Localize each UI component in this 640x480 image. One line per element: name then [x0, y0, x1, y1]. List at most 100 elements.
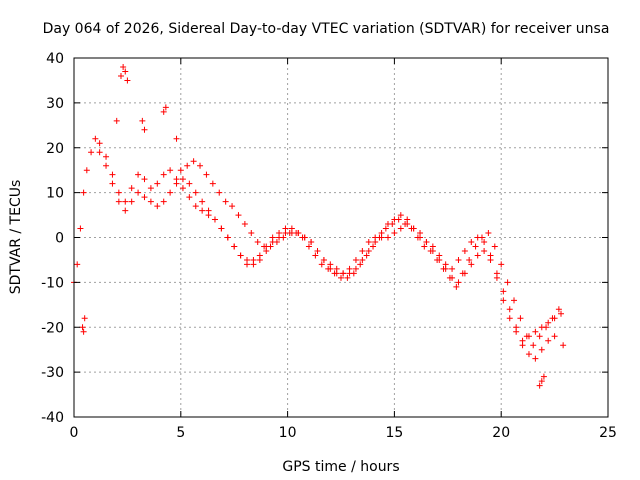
- data-point: [83, 167, 90, 174]
- data-point: [350, 270, 357, 277]
- y-tick-label: -10: [41, 275, 64, 291]
- data-point: [333, 265, 340, 272]
- data-point: [538, 378, 545, 385]
- x-tick-label: 25: [599, 425, 617, 441]
- data-point: [167, 167, 174, 174]
- data-point: [293, 230, 300, 237]
- data-point: [513, 324, 520, 331]
- y-tick-label: 30: [46, 96, 64, 112]
- data-point: [141, 194, 148, 201]
- data-point: [160, 198, 167, 205]
- data-point: [427, 247, 434, 254]
- data-point: [186, 194, 193, 201]
- data-point: [80, 189, 87, 196]
- data-point: [273, 238, 280, 245]
- data-point: [237, 252, 244, 259]
- data-point: [434, 256, 441, 263]
- data-point: [359, 247, 366, 254]
- data-point: [192, 203, 199, 210]
- data-point: [338, 274, 344, 281]
- data-point: [115, 189, 122, 196]
- series-layer: [71, 63, 567, 389]
- data-point: [235, 212, 242, 219]
- data-point: [128, 185, 135, 192]
- data-point: [525, 351, 532, 358]
- data-point: [211, 216, 218, 223]
- data-point: [154, 180, 161, 187]
- data-point: [523, 333, 530, 340]
- data-point: [135, 171, 142, 178]
- data-point: [352, 265, 359, 272]
- data-point: [382, 225, 389, 232]
- data-point: [199, 207, 206, 214]
- data-point: [173, 135, 180, 142]
- data-point: [186, 180, 193, 187]
- data-point: [286, 230, 293, 237]
- data-point: [120, 63, 127, 70]
- data-point: [391, 230, 398, 237]
- data-point: [117, 72, 124, 79]
- chart-title: Day 064 of 2026, Sidereal Day-to-day VTE…: [43, 21, 610, 37]
- data-point: [325, 265, 332, 272]
- data-point: [77, 225, 84, 232]
- data-point: [417, 230, 424, 237]
- data-point: [414, 234, 421, 241]
- data-point: [493, 270, 500, 277]
- y-axis-ticks: -40 -30 -20 -10 0 10 20 30 40: [41, 51, 608, 426]
- data-point: [218, 225, 225, 232]
- data-point: [402, 221, 409, 228]
- data-point: [370, 243, 377, 250]
- data-point: [536, 382, 543, 389]
- data-point: [468, 261, 475, 268]
- data-point: [109, 180, 116, 187]
- data-point: [96, 140, 103, 147]
- x-tick-label: 5: [176, 425, 185, 441]
- data-point: [485, 230, 492, 237]
- data-point: [517, 315, 524, 322]
- data-point: [122, 198, 129, 205]
- data-point: [267, 243, 274, 250]
- data-point: [423, 238, 430, 245]
- data-point: [216, 189, 223, 196]
- data-point: [141, 176, 148, 183]
- data-point: [536, 333, 543, 340]
- series-trace-a: [71, 135, 565, 344]
- data-point: [256, 256, 263, 263]
- data-point: [122, 68, 129, 75]
- data-point: [312, 252, 319, 259]
- data-point: [549, 315, 556, 322]
- data-point: [190, 158, 197, 165]
- data-point: [474, 252, 481, 259]
- data-point: [545, 337, 552, 344]
- x-tick-label: 10: [279, 425, 297, 441]
- series-trace-b: [96, 149, 558, 362]
- data-point: [421, 243, 428, 250]
- data-point: [109, 171, 116, 178]
- data-point: [372, 238, 379, 245]
- data-point: [560, 342, 567, 349]
- data-point: [481, 238, 488, 245]
- x-tick-label: 20: [492, 425, 510, 441]
- data-point: [352, 256, 359, 263]
- data-point: [538, 346, 545, 353]
- y-axis-label: SDTVAR / TECUs: [8, 180, 24, 295]
- data-point: [466, 256, 473, 263]
- data-point: [478, 234, 485, 241]
- data-point: [384, 234, 391, 241]
- data-point: [504, 279, 511, 286]
- data-point: [115, 198, 122, 205]
- data-point: [314, 247, 321, 254]
- data-point: [344, 274, 351, 281]
- data-point: [160, 108, 167, 115]
- data-point: [224, 234, 231, 241]
- y-tick-label: 20: [46, 141, 64, 157]
- data-point: [555, 306, 562, 313]
- data-point: [231, 243, 238, 250]
- data-point: [519, 342, 526, 349]
- data-point: [184, 162, 191, 169]
- data-point: [532, 328, 539, 335]
- data-point: [160, 171, 167, 178]
- data-point: [96, 149, 103, 156]
- data-point: [254, 238, 261, 245]
